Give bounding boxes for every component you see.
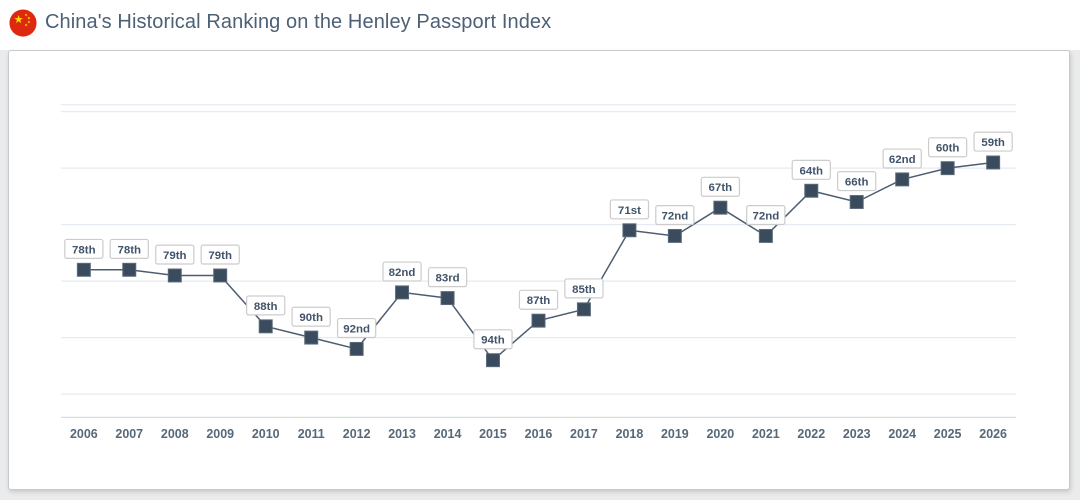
data-point-label: 59th [981,137,1005,149]
data-point-label: 72nd [661,211,688,223]
data-point-label: 85th [572,284,596,296]
data-point-marker[interactable] [122,262,137,277]
data-point-marker[interactable] [849,195,864,209]
data-point-marker[interactable] [713,200,728,215]
x-axis-tick-label: 2019 [661,427,689,441]
china-flag-icon [9,9,37,37]
data-point-label-box [382,261,422,282]
data-point-label-box [655,204,695,226]
data-point-label: 79th [208,250,232,262]
data-point-marker[interactable] [485,353,500,368]
data-point-label-box [973,131,1013,152]
x-axis-tick-label: 2014 [434,427,462,441]
data-point-label: 94th [481,335,505,347]
chart-canvas: 78th 2006 78th 2007 79th 2008 79th 2009 88th 2010… [60,104,1017,441]
data-point-label: 62nd [889,154,916,166]
x-axis-tick-label: 2006 [70,427,98,441]
data-point-label: 72nd [752,211,779,223]
x-axis-tick-label: 2015 [479,427,507,441]
data-point-label-box [746,204,786,226]
data-point-label-box [609,199,650,220]
data-point-marker[interactable] [395,285,410,300]
data-point-label-box [291,306,331,327]
data-point-marker[interactable] [213,268,228,283]
data-point-marker[interactable] [758,228,773,243]
data-point-label-box [155,244,195,265]
data-point-marker[interactable] [576,302,591,317]
data-point-label-box [518,289,559,310]
header: China's Historical Ranking on the Henley… [0,0,1080,50]
x-axis-tick-label: 2010 [252,427,280,441]
data-point-marker[interactable] [304,330,319,345]
data-point-label: 78th [117,244,141,256]
x-axis-tick-label: 2018 [616,427,644,441]
x-axis-tick-label: 2017 [570,427,598,441]
data-point-marker[interactable] [804,183,819,198]
data-point-label-box [427,267,468,288]
data-point-label: 90th [299,312,323,324]
x-axis-tick-label: 2022 [797,427,825,441]
data-point-marker[interactable] [167,268,182,283]
data-point-label: 83rd [435,273,459,285]
x-axis-tick-label: 2021 [752,427,780,441]
data-point-marker[interactable] [667,228,682,243]
data-point-label-box [882,148,922,169]
data-point-label-box [700,176,741,197]
data-point-label: 67th [709,182,733,194]
data-point-label-box [64,238,104,259]
data-point-marker[interactable] [622,223,637,238]
x-axis-tick-label: 2008 [161,427,189,441]
data-point-label: 82nd [389,267,416,279]
x-axis-tick-label: 2011 [298,427,325,441]
x-axis-tick-label: 2012 [343,427,371,441]
data-point-label: 60th [936,143,960,155]
data-point-label: 66th [845,177,869,189]
data-point-label-box [246,295,286,316]
data-point-marker[interactable] [940,161,955,176]
x-axis-tick-label: 2024 [888,427,916,441]
data-point-label: 87th [527,295,551,307]
data-point-label-box [837,171,877,192]
data-point-label-box [473,329,513,350]
line-chart: 78th 2006 78th 2007 79th 2008 79th 2009 88th 2010… [9,51,1069,489]
data-point-label-box [791,159,831,180]
data-point-marker[interactable] [895,172,910,187]
data-point-label-box [336,317,377,339]
data-point-label-box [109,238,149,259]
data-point-label: 71st [618,205,641,217]
data-point-label: 92nd [343,324,370,336]
x-axis-tick-label: 2016 [525,427,553,441]
data-point-label: 64th [799,165,823,177]
data-point-marker[interactable] [349,341,364,356]
x-axis-tick-label: 2023 [843,427,871,441]
data-point-marker[interactable] [76,262,91,277]
data-point-marker[interactable] [986,155,1001,170]
data-point-label: 88th [254,301,278,313]
data-point-marker[interactable] [531,313,546,328]
x-axis-tick-label: 2013 [388,427,416,441]
x-axis-tick-label: 2026 [979,427,1007,441]
data-point-marker[interactable] [258,319,273,334]
data-point-label-box [200,244,240,265]
data-point-label-box [927,137,968,158]
data-point-label: 79th [163,250,187,262]
x-axis-tick-label: 2009 [206,427,234,441]
page-title: China's Historical Ranking on the Henley… [45,10,552,33]
x-axis-tick-label: 2025 [934,427,962,441]
data-point-label-box [564,278,604,299]
data-point-label: 78th [72,244,96,256]
data-point-marker[interactable] [440,291,455,306]
x-axis-tick-label: 2020 [707,427,735,441]
x-axis-tick-label: 2007 [115,427,143,441]
chart-card: 78th 2006 78th 2007 79th 2008 79th 2009 88th 2010… [8,50,1070,490]
